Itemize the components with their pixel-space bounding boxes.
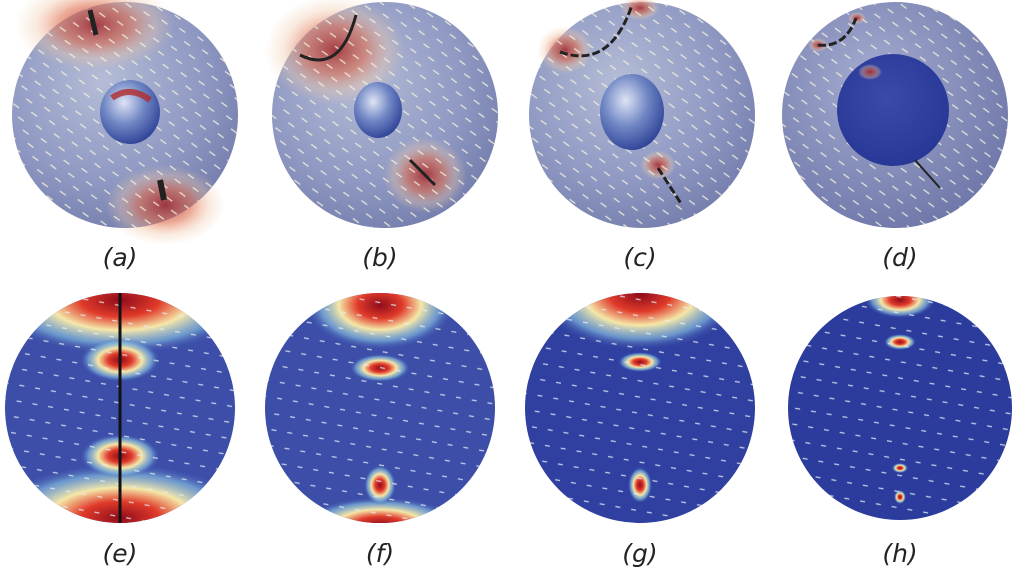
panel-label: (b) bbox=[362, 243, 397, 272]
panel-c bbox=[529, 0, 755, 228]
figure: (a) (b) (c) (d) (e) (f) (g) (h) bbox=[0, 0, 1016, 575]
panel-d bbox=[782, 2, 1008, 228]
panel-label: (e) bbox=[103, 539, 138, 568]
panel-b bbox=[265, 0, 498, 228]
panel-label: (g) bbox=[622, 539, 657, 568]
panel-label: (f) bbox=[366, 539, 394, 568]
panel-g bbox=[520, 240, 760, 530]
panel-f bbox=[260, 260, 500, 553]
panel-label: (a) bbox=[103, 243, 138, 272]
panel-label: (c) bbox=[623, 243, 656, 272]
panel-h bbox=[780, 282, 1016, 530]
panel-label: (d) bbox=[882, 243, 917, 272]
panel-label: (h) bbox=[882, 539, 917, 568]
panel-a bbox=[12, 0, 238, 245]
panel-e bbox=[0, 245, 250, 573]
